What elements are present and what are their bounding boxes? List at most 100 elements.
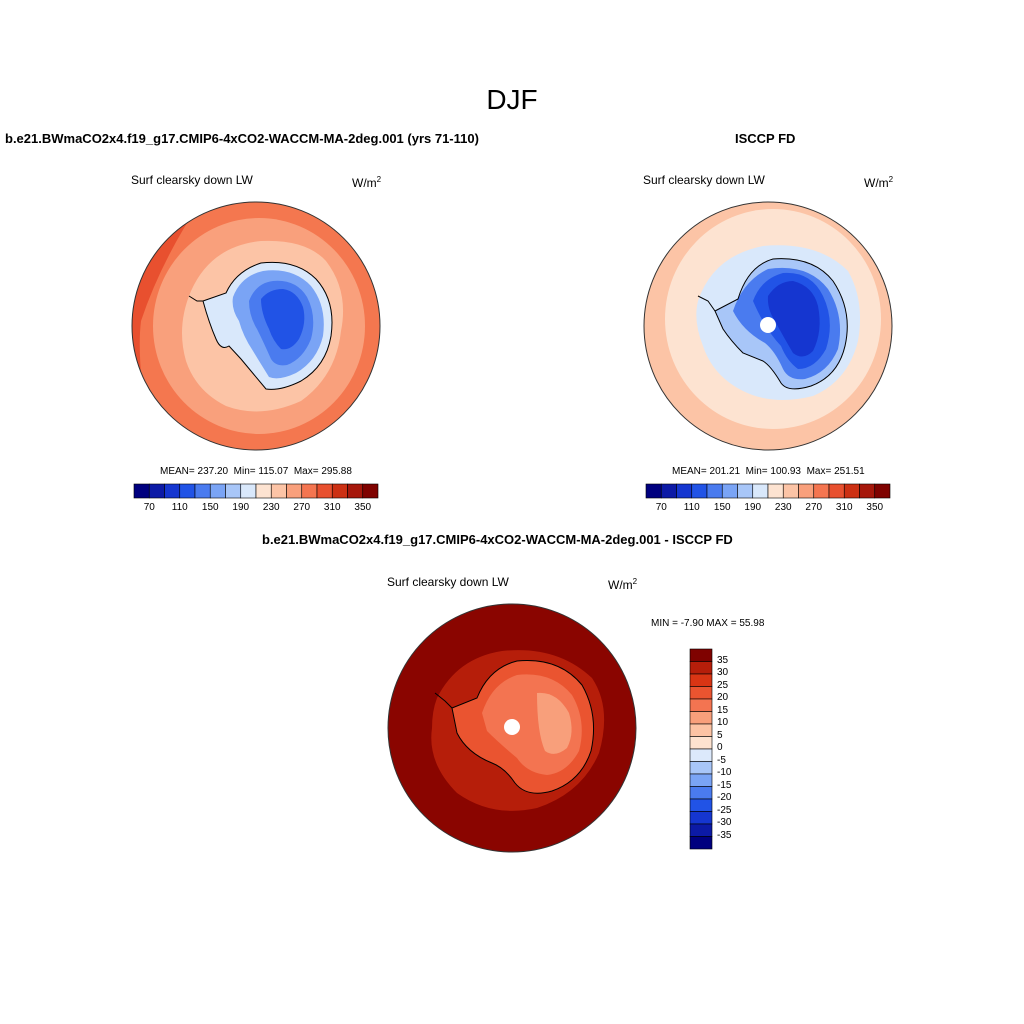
colorbar-box bbox=[689, 661, 713, 675]
diff-units: W/m2 bbox=[608, 577, 638, 592]
diff-coastline bbox=[451, 660, 595, 794]
obs-units: W/m2 bbox=[864, 175, 894, 190]
obs-coastline bbox=[714, 258, 848, 390]
colorbar-box bbox=[689, 786, 713, 800]
model-cold-core bbox=[261, 289, 305, 350]
colorbar-tick-label: -30 bbox=[717, 817, 732, 828]
model-coastline bbox=[202, 261, 333, 390]
colorbar-box bbox=[706, 483, 723, 499]
model-colorbar bbox=[133, 483, 379, 499]
colorbar-tick-label: 310 bbox=[835, 502, 853, 513]
colorbar-tick-label: 0 bbox=[717, 742, 723, 753]
model-polar-map bbox=[131, 201, 381, 451]
colorbar-box bbox=[689, 686, 713, 700]
diff-map-border bbox=[387, 603, 637, 853]
colorbar-tick-label: 310 bbox=[323, 502, 341, 513]
diff-polar-map bbox=[387, 603, 637, 853]
model-panel-title: b.e21.BWmaCO2x4.f19_g17.CMIP6-4xCO2-WACC… bbox=[5, 131, 479, 146]
model-units: W/m2 bbox=[352, 175, 382, 190]
obs-pole-hole bbox=[760, 317, 776, 333]
colorbar-box bbox=[689, 761, 713, 775]
model-map-border bbox=[131, 201, 381, 451]
colorbar-tick-label: 25 bbox=[717, 679, 729, 691]
colorbar-tick-label: 70 bbox=[655, 502, 667, 513]
colorbar-box bbox=[660, 483, 677, 499]
colorbar-box bbox=[331, 483, 348, 499]
colorbar-box bbox=[689, 773, 713, 787]
colorbar-box bbox=[179, 483, 196, 499]
diff-variable-label: Surf clearsky down LW bbox=[387, 575, 509, 589]
colorbar-tick-label: 15 bbox=[717, 704, 729, 716]
colorbar-box bbox=[148, 483, 165, 499]
colorbar-box bbox=[225, 483, 242, 499]
diff-pole-hole bbox=[504, 719, 520, 735]
colorbar-box bbox=[270, 483, 287, 499]
colorbar-box bbox=[689, 648, 713, 662]
model-variable-label: Surf clearsky down LW bbox=[131, 173, 253, 187]
model-stats: MEAN= 237.20 Min= 115.07 Max= 295.88 bbox=[160, 466, 352, 477]
colorbar-box bbox=[676, 483, 693, 499]
colorbar-tick-label: 150 bbox=[713, 502, 731, 513]
colorbar-box bbox=[843, 483, 860, 499]
colorbar-tick-label: -20 bbox=[717, 792, 732, 803]
colorbar-tick-label: 30 bbox=[717, 667, 729, 678]
colorbar-box bbox=[689, 823, 713, 837]
colorbar-tick-label: 150 bbox=[201, 502, 219, 513]
obs-colorbar bbox=[645, 483, 891, 499]
colorbar-box bbox=[689, 836, 713, 850]
colorbar-box bbox=[286, 483, 303, 499]
colorbar-box bbox=[255, 483, 272, 499]
colorbar-box bbox=[347, 483, 364, 499]
obs-cold-core bbox=[767, 281, 820, 357]
colorbar-box bbox=[828, 483, 845, 499]
colorbar-box bbox=[240, 483, 257, 499]
colorbar-tick-label: -15 bbox=[717, 779, 732, 791]
diff-warm-patch bbox=[537, 692, 572, 754]
colorbar-box bbox=[301, 483, 318, 499]
diff-peninsula bbox=[434, 692, 453, 709]
colorbar-tick-label: -10 bbox=[717, 767, 732, 778]
colorbar-box bbox=[689, 698, 713, 712]
colorbar-tick-label: 270 bbox=[293, 502, 311, 513]
colorbar-box bbox=[689, 798, 713, 812]
colorbar-tick-label: 270 bbox=[805, 502, 823, 513]
season-title: DJF bbox=[486, 84, 538, 115]
colorbar-box bbox=[164, 483, 181, 499]
colorbar-box bbox=[645, 483, 662, 499]
colorbar-box bbox=[859, 483, 876, 499]
obs-peninsula bbox=[697, 295, 716, 312]
colorbar-box bbox=[689, 736, 713, 750]
colorbar-tick-label: 190 bbox=[744, 502, 762, 513]
colorbar-tick-label: 110 bbox=[683, 502, 700, 513]
colorbar-tick-label: 230 bbox=[262, 502, 280, 513]
colorbar-tick-label: -5 bbox=[717, 754, 726, 766]
colorbar-tick-label: 350 bbox=[866, 502, 884, 513]
colorbar-box bbox=[782, 483, 799, 499]
obs-panel-title: ISCCP FD bbox=[735, 131, 796, 146]
colorbar-tick-label: 35 bbox=[717, 654, 729, 666]
colorbar-box bbox=[316, 483, 333, 499]
diff-stats: MIN = -7.90 MAX = 55.98 bbox=[651, 618, 765, 629]
colorbar-tick-label: 10 bbox=[717, 717, 729, 728]
diff-colorbar bbox=[689, 648, 713, 850]
colorbar-tick-label: -25 bbox=[717, 804, 732, 816]
colorbar-box bbox=[362, 483, 379, 499]
colorbar-box bbox=[874, 483, 891, 499]
obs-stats: MEAN= 201.21 Min= 100.93 Max= 251.51 bbox=[672, 466, 865, 477]
colorbar-box bbox=[689, 673, 713, 687]
colorbar-box bbox=[767, 483, 784, 499]
colorbar-box bbox=[689, 711, 713, 725]
colorbar-tick-label: 110 bbox=[171, 502, 188, 513]
colorbar-tick-label: 230 bbox=[774, 502, 792, 513]
colorbar-box bbox=[691, 483, 708, 499]
colorbar-tick-label: 5 bbox=[717, 729, 723, 741]
colorbar-box bbox=[813, 483, 830, 499]
colorbar-tick-label: 20 bbox=[717, 692, 729, 703]
colorbar-box bbox=[689, 723, 713, 737]
colorbar-tick-label: 70 bbox=[143, 502, 155, 513]
colorbar-box bbox=[689, 811, 713, 825]
colorbar-box bbox=[721, 483, 738, 499]
obs-polar-map bbox=[643, 201, 893, 451]
obs-variable-label: Surf clearsky down LW bbox=[643, 173, 765, 187]
colorbar-tick-label: 190 bbox=[232, 502, 250, 513]
